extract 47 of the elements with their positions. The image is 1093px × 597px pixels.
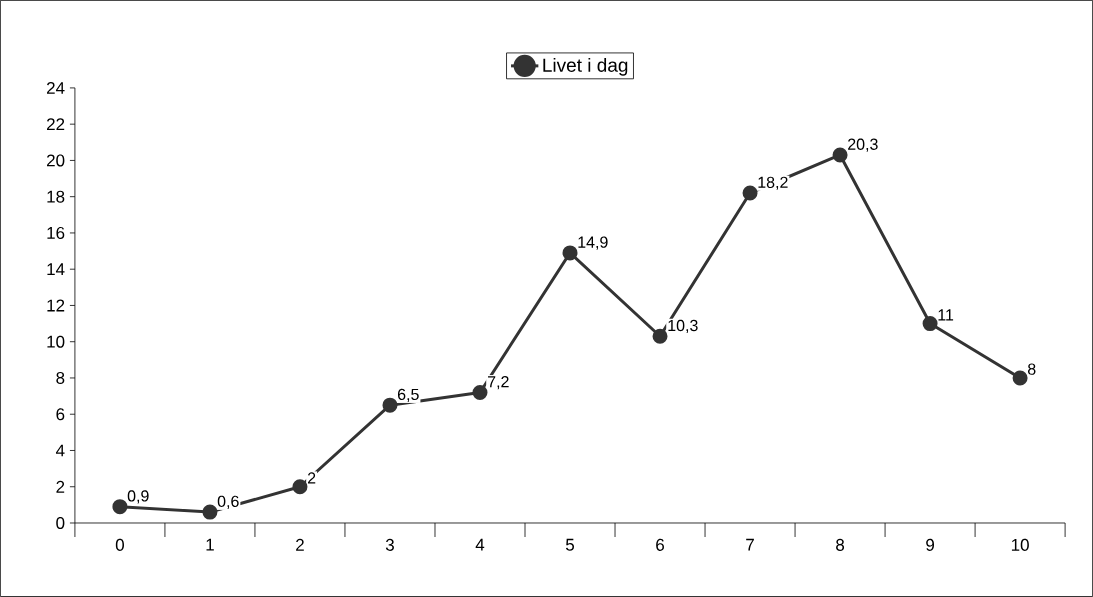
x-tick-label: 9 bbox=[926, 538, 935, 551]
y-tick-label: 2 bbox=[56, 480, 65, 493]
y-tick-label: 14 bbox=[47, 263, 65, 276]
data-label: 7,2 bbox=[488, 376, 509, 390]
y-tick-label: 8 bbox=[56, 371, 65, 385]
point bbox=[742, 185, 758, 201]
y-tick-label: 4 bbox=[55, 444, 65, 457]
y-tick-label: 18 bbox=[47, 190, 65, 203]
point bbox=[112, 499, 128, 515]
data-label: 0,6 bbox=[217, 495, 239, 509]
data-label: 14,9 bbox=[578, 236, 608, 250]
data-label: 0,9 bbox=[127, 490, 149, 504]
x-tick-label: 1 bbox=[206, 538, 214, 551]
y-tick-label: 0 bbox=[56, 517, 65, 530]
x-tick-label: 3 bbox=[385, 538, 394, 551]
point bbox=[1012, 370, 1028, 386]
y-tick-label: 16 bbox=[47, 226, 65, 240]
data-label: 11 bbox=[938, 309, 954, 321]
point bbox=[562, 245, 578, 261]
point bbox=[832, 147, 848, 163]
point bbox=[292, 479, 308, 495]
x-tick-label: 10 bbox=[1011, 538, 1029, 551]
data-label: 10,3 bbox=[668, 319, 698, 334]
x-tick-label: 5 bbox=[565, 538, 575, 551]
point bbox=[652, 328, 668, 344]
y-tick-label: 6 bbox=[56, 408, 65, 421]
y-tick-label: 20 bbox=[47, 154, 65, 167]
x-tick-label: 7 bbox=[746, 538, 754, 551]
point bbox=[202, 504, 218, 520]
x-tick-label: 8 bbox=[836, 538, 845, 551]
legend-label: Livet i dag bbox=[543, 57, 628, 76]
y-tick-label: 22 bbox=[47, 118, 65, 131]
y-tick-label: 12 bbox=[47, 299, 65, 312]
point bbox=[382, 397, 398, 413]
y-tick-label: 10 bbox=[47, 335, 65, 348]
data-label: 6,5 bbox=[397, 388, 419, 402]
x-tick-label: 0 bbox=[115, 538, 124, 551]
point bbox=[922, 316, 938, 332]
data-label: 20,3 bbox=[848, 138, 878, 152]
point bbox=[472, 385, 488, 401]
x-tick-label: 4 bbox=[475, 538, 485, 551]
data-label: 2 bbox=[307, 472, 316, 484]
data-label: 8 bbox=[1027, 363, 1036, 375]
x-tick-label: 6 bbox=[656, 538, 664, 551]
x-tick-label: 2 bbox=[296, 538, 304, 551]
y-tick-label: 24 bbox=[47, 82, 65, 94]
data-label: 18,2 bbox=[758, 176, 788, 190]
